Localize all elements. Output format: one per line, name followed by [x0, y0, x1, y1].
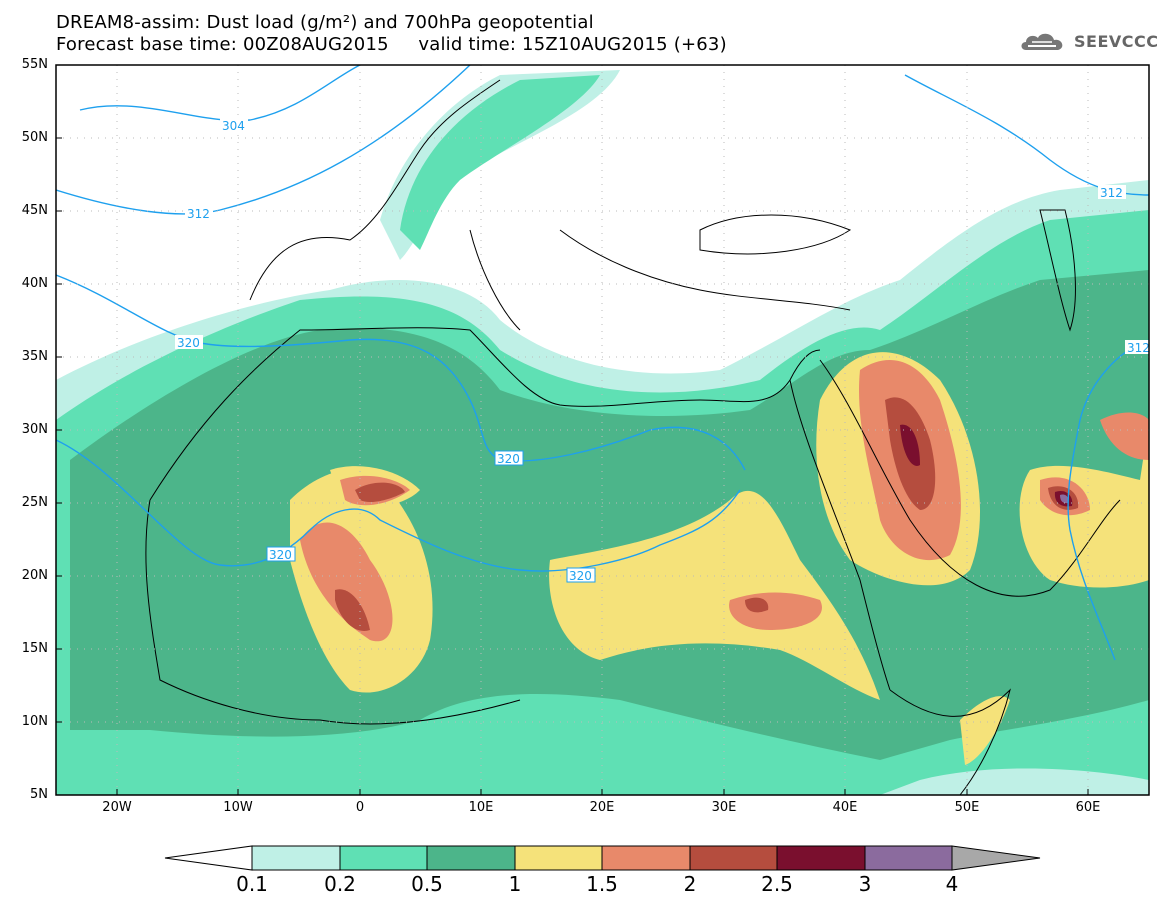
contour-label-320-c: 320 — [269, 548, 292, 562]
lat-label-15n: 15N — [21, 641, 48, 656]
lon-label-20w: 20W — [102, 800, 132, 815]
dust-contour-0-1-europe — [380, 70, 620, 260]
colorbar-label-0-1: 0.1 — [236, 872, 268, 896]
coastline-north-africa — [149, 327, 821, 501]
lon-label-40e: 40E — [832, 800, 858, 815]
colorbar-high-arrow — [951, 845, 1041, 871]
colorbar-swatch-1 — [339, 845, 428, 871]
colorbar-swatch-6 — [776, 845, 866, 871]
colorbar-label-4: 4 — [945, 872, 959, 896]
contour-304 — [79, 65, 361, 122]
colorbar-swatch-2 — [426, 845, 516, 871]
lon-label-50e: 50E — [954, 800, 980, 815]
graticule — [56, 65, 1149, 795]
lat-label-40n: 40N — [21, 276, 48, 291]
dust-contour-0-2-europe — [400, 75, 600, 250]
lon-label-60e: 60E — [1075, 800, 1101, 815]
colorbar-label-0-2: 0.2 — [324, 872, 356, 896]
contour-label-312-se: 312 — [1127, 341, 1150, 355]
lat-label-30n: 30N — [21, 422, 48, 437]
contour-312-west — [56, 65, 471, 215]
dust-contour-1-5-yemen — [1100, 412, 1149, 460]
contour-312-se — [1067, 339, 1149, 661]
lat-label-35n: 35N — [21, 349, 48, 364]
lat-label-10n: 10N — [21, 714, 48, 729]
colorbar-swatch-3 — [514, 845, 603, 871]
lon-label-30e: 30E — [711, 800, 737, 815]
seevccc-logo: SEEVCCC — [1018, 26, 1159, 56]
colorbar-swatch-4 — [601, 845, 691, 871]
cloud-logo-icon — [1021, 33, 1063, 50]
contour-label-312-east: 312 — [1100, 186, 1123, 200]
axis-ticks — [56, 64, 1089, 795]
dust-contour-2-5-iraq — [900, 424, 920, 466]
coastline-greece-turkey — [559, 229, 851, 311]
contour-label-304: 304 — [222, 119, 245, 133]
dust-contour-3-oman — [1060, 494, 1069, 504]
coastline-west-africa — [145, 499, 521, 725]
colorbar-label-2-5: 2.5 — [761, 872, 793, 896]
dust-contour-1-5-west — [300, 522, 393, 642]
logo-text: SEEVCCC — [1074, 31, 1159, 51]
contour-label-312-west: 312 — [187, 207, 210, 221]
contour-label-320-b: 320 — [497, 452, 520, 466]
colorbar-swatch-5 — [689, 845, 778, 871]
map-title: DREAM8-assim: Dust load (g/m²) and 700hP… — [56, 12, 594, 33]
contour-label-320-a: 320 — [177, 336, 200, 350]
colorbar-label-0-5: 0.5 — [411, 872, 443, 896]
dust-contour-2-mali — [335, 589, 370, 631]
lat-label-55n: 55N — [21, 57, 48, 72]
coastline-horn-africa — [889, 688, 1011, 795]
coastline-red-sea — [789, 379, 891, 691]
lat-label-45n: 45N — [21, 203, 48, 218]
colorbar-label-3: 3 — [858, 872, 872, 896]
contour-label-320-d: 320 — [569, 569, 592, 583]
lat-label-25n: 25N — [21, 495, 48, 510]
colorbar-label-1: 1 — [508, 872, 522, 896]
coastline-caspian — [1039, 209, 1076, 332]
lon-label-10e: 10E — [468, 800, 494, 815]
colorbar-label-1-5: 1.5 — [586, 872, 618, 896]
dust-contour-1-central — [549, 490, 880, 700]
colorbar-low-arrow — [164, 845, 253, 871]
lon-label-0: 0 — [355, 800, 365, 815]
colorbar-swatch-7 — [864, 845, 953, 871]
coastline-europe — [249, 79, 501, 301]
dust-contour-2-algeria — [355, 482, 405, 503]
map-subtitle: Forecast base time: 00Z08AUG2015 valid t… — [56, 34, 727, 55]
coastline-italy — [469, 229, 521, 331]
dust-contour-2-sudan — [745, 597, 769, 613]
lat-label-5n: 5N — [30, 787, 48, 802]
lat-label-50n: 50N — [21, 130, 48, 145]
coastline-black-sea — [699, 214, 852, 255]
colorbar — [164, 845, 1041, 871]
colorbar-swatch-0 — [251, 845, 341, 871]
lat-label-20n: 20N — [21, 568, 48, 583]
colorbar-label-2: 2 — [683, 872, 697, 896]
lon-label-10w: 10W — [223, 800, 253, 815]
lon-label-20e: 20E — [589, 800, 615, 815]
contour-320-west — [56, 439, 741, 572]
contour-labels: 304 312 320 320 320 320 312 312 — [175, 118, 1150, 583]
